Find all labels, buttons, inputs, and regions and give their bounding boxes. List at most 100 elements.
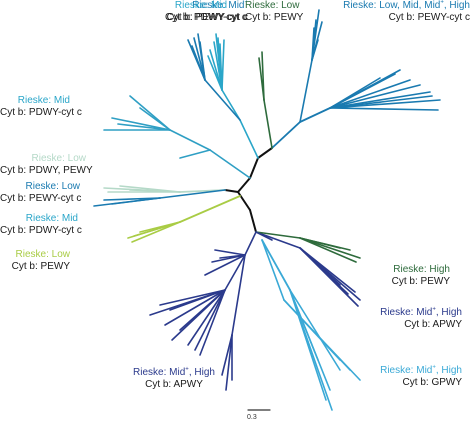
clade-branch — [221, 89, 241, 121]
clade-leaf — [299, 247, 335, 281]
clade-branch — [231, 254, 246, 336]
cytb-label: Cyt b: PEWY-cyt c — [0, 193, 82, 204]
trunk-branch — [237, 177, 251, 193]
label-left-low-1: Rieske: Low Cyt b: PDWY, PEWY — [0, 153, 93, 177]
label-top-low: Rieske: Low Cyt b: PEWY — [245, 0, 303, 24]
clade-leaf — [289, 289, 327, 401]
clade-branch — [299, 59, 313, 123]
clade-leaf — [111, 197, 161, 205]
label-right-midhigh-2: Rieske: Mid+, High Cyt b: GPWY — [350, 365, 462, 389]
clade-leaf — [197, 33, 206, 81]
clade-branch — [239, 119, 259, 159]
cytb-label: Cyt b: APWY — [145, 379, 203, 390]
label-top-mid-plus: Rieske: Mid+ Cyt b: PEWY-cyt c — [152, 0, 248, 24]
clade-branch — [244, 231, 257, 256]
clade-leaf — [329, 107, 439, 111]
clade-leaf — [194, 289, 226, 351]
clade-leaf — [221, 334, 233, 376]
clade-leaf — [299, 237, 361, 259]
clade-branch — [159, 189, 226, 199]
clade-leaf — [139, 221, 181, 233]
rieske-label: Rieske: Mid+, High — [380, 364, 462, 376]
clade-leaf — [311, 27, 315, 61]
cytb-label: Cyt b: PDWY-cyt c — [0, 107, 82, 118]
clade-leaf — [187, 289, 226, 346]
clade-leaf — [221, 39, 225, 91]
clade-leaf — [283, 299, 341, 361]
clade-leaf — [103, 197, 161, 201]
clade-leaf — [169, 289, 226, 311]
clade-leaf — [329, 91, 431, 109]
cytb-label: Cyt b: PEWY-cyt c — [388, 12, 470, 23]
clade-leaf — [329, 84, 421, 109]
label-left-mid-1: Rieske: Mid Cyt b: PDWY-cyt c — [0, 95, 82, 119]
clade-leaf — [329, 79, 411, 109]
cytb-label: Cyt b: PEWY-cyt c — [166, 12, 248, 23]
clade-leaf — [129, 189, 181, 193]
clade-leaf — [289, 289, 341, 371]
clade-leaf — [299, 247, 356, 293]
clade-branch — [271, 121, 301, 149]
clade-leaf — [289, 289, 319, 361]
cytb-label: Cyt b: GPWY — [402, 377, 462, 388]
clade-branch — [169, 129, 211, 151]
clade-leaf — [179, 289, 226, 331]
clade-leaf — [299, 237, 357, 263]
label-right-midhigh: Rieske: Mid+, High Cyt b: APWY — [350, 307, 462, 331]
clade-leaf — [164, 289, 226, 326]
clade-leaf — [117, 123, 171, 131]
label-top-mid: Rieske: Mid Cyt b: PDWY-cyt c — [165, 0, 247, 24]
clade-branch — [263, 99, 273, 149]
cytb-label: Cyt b: PDWY, PEWY — [0, 165, 93, 176]
clade-leaf — [225, 334, 233, 391]
cytb-label: Cyt b: APWY — [404, 319, 462, 330]
clade-leaf — [159, 289, 226, 306]
label-bottom-midhigh: Rieske: Mid+, High Cyt b: APWY — [118, 367, 230, 391]
cytb-label: Cyt b: PDWY-cyt c — [0, 225, 82, 236]
clade-leaf — [131, 221, 181, 243]
clade-branch — [261, 239, 285, 301]
rieske-label: Rieske: Mid+ — [192, 0, 248, 11]
clade-leaf — [204, 254, 246, 276]
rieske-label: Rieske: Low, Mid, Mid+, High — [343, 0, 470, 11]
clade-leaf — [219, 254, 246, 259]
clade-leaf — [255, 231, 273, 241]
trunk-branch — [249, 157, 259, 179]
clade-branch — [179, 195, 241, 223]
rieske-label: Rieske: Mid+, High — [380, 306, 462, 318]
rieske-label: Rieske: Mid — [174, 0, 228, 11]
clade-leaf — [311, 39, 319, 61]
cytb-label: Cyt b: PEWY — [391, 276, 450, 287]
trunk-branch — [257, 147, 273, 159]
clade-leaf — [139, 107, 171, 131]
label-right-high: Rieske: High Cyt b: PEWY — [370, 264, 450, 288]
clade-branch — [255, 231, 301, 239]
trunk-branch — [237, 191, 251, 211]
trunk-branch — [224, 189, 239, 193]
clade-leaf — [299, 237, 341, 249]
clade-leaf — [207, 55, 223, 91]
rieske-label: Rieske: Low — [31, 153, 86, 164]
clade-branch — [299, 107, 331, 123]
clade-leaf — [179, 149, 211, 159]
rieske-label: Rieske: Low — [25, 181, 80, 192]
clade-leaf — [329, 77, 381, 109]
cytb-label: Cyt b: PDWY-cyt c — [165, 12, 247, 23]
clade-leaf — [214, 249, 246, 256]
rieske-label: Rieske: Mid — [25, 213, 78, 224]
clade-leaf — [199, 289, 226, 356]
clade-branch — [209, 149, 251, 179]
label-left-mid-2: Rieske: Mid Cyt b: PDWY-cyt c — [0, 213, 82, 237]
rieske-label: Rieske: Mid — [17, 95, 70, 106]
label-left-low-3: Rieske: Low Cyt b: PEWY — [0, 249, 70, 273]
label-top-right: Rieske: Low, Mid, Mid+, High Cyt b: PEWY… — [330, 0, 470, 24]
scale-bar-label: 0.3 — [247, 414, 257, 421]
rieske-label: Rieske: Mid+, High — [133, 366, 215, 378]
clade-leaf — [191, 45, 206, 81]
clade-leaf — [111, 117, 171, 131]
trunk-branch — [249, 209, 257, 233]
clade-leaf — [329, 99, 441, 109]
clade-branch — [224, 254, 246, 291]
clade-leaf — [215, 33, 223, 91]
